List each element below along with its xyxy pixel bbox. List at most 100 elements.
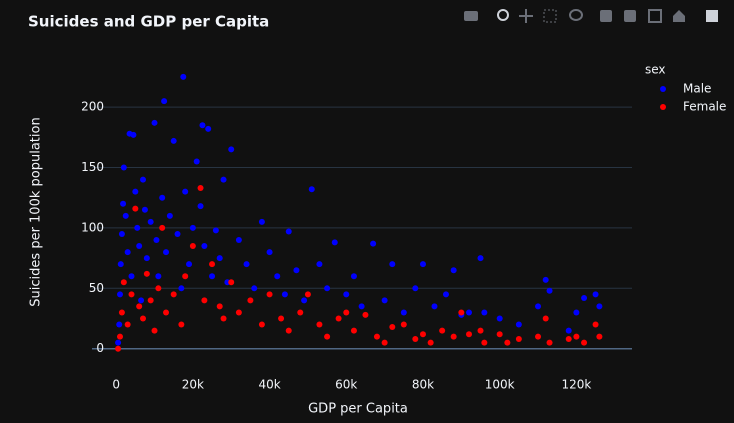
data-point: [163, 309, 170, 316]
data-point: [216, 303, 223, 310]
data-point: [308, 186, 315, 193]
data-point: [189, 243, 196, 250]
data-point: [324, 333, 331, 340]
data-point: [381, 339, 388, 346]
data-point: [170, 291, 177, 298]
legend-marker: [660, 86, 666, 92]
data-point: [466, 331, 473, 338]
x-tick-label: 0: [112, 378, 120, 392]
data-point: [220, 176, 227, 183]
data-point: [316, 321, 323, 328]
zoom-out-icon[interactable]: [624, 10, 636, 22]
data-point: [412, 336, 419, 343]
data-point: [124, 249, 131, 256]
data-point: [581, 339, 588, 346]
autoscale-icon[interactable]: [648, 9, 662, 23]
plotly-logo[interactable]: [706, 10, 718, 22]
data-point: [147, 218, 154, 225]
data-point: [170, 137, 177, 144]
data-point: [128, 291, 135, 298]
x-tick-label: 120k: [561, 378, 591, 392]
data-point: [546, 339, 553, 346]
data-point: [381, 297, 388, 304]
data-point: [199, 122, 206, 129]
data-point: [266, 291, 273, 298]
data-point: [120, 200, 127, 207]
data-point: [324, 285, 331, 292]
data-point: [274, 273, 281, 280]
data-point: [115, 345, 122, 352]
data-point: [116, 333, 123, 340]
data-point: [565, 336, 572, 343]
data-point: [350, 327, 357, 334]
data-point: [343, 309, 350, 316]
data-point: [197, 185, 204, 192]
data-point: [122, 212, 129, 219]
data-point: [285, 228, 292, 235]
data-point: [178, 285, 185, 292]
data-point: [389, 323, 396, 330]
x-tick-label: 80k: [412, 378, 434, 392]
data-point: [147, 297, 154, 304]
zoom-icon[interactable]: [497, 9, 509, 21]
data-point: [565, 327, 572, 334]
data-point: [266, 249, 273, 256]
data-point: [439, 327, 446, 334]
data-point: [370, 240, 377, 247]
data-point: [118, 230, 125, 237]
data-point: [546, 287, 553, 294]
data-point: [343, 291, 350, 298]
data-point: [235, 236, 242, 243]
data-point: [535, 333, 542, 340]
data-point: [132, 205, 139, 212]
data-point: [450, 267, 457, 274]
zoom-in-icon[interactable]: [600, 10, 612, 22]
data-point: [350, 273, 357, 280]
data-point: [132, 188, 139, 195]
data-point: [412, 285, 419, 292]
data-point: [166, 212, 173, 219]
pan-icon[interactable]: [519, 9, 533, 23]
data-point: [535, 303, 542, 310]
data-point: [481, 339, 488, 346]
data-point: [182, 273, 189, 280]
x-tick-label: 60k: [335, 378, 357, 392]
legend-title: sex: [645, 63, 666, 77]
data-point: [220, 315, 227, 322]
data-point: [301, 297, 308, 304]
data-point: [155, 285, 162, 292]
data-point: [293, 267, 300, 274]
data-point: [205, 125, 212, 132]
select-icon[interactable]: [543, 9, 557, 23]
camera-icon[interactable]: [464, 11, 478, 21]
data-point: [258, 218, 265, 225]
data-point: [431, 303, 438, 310]
data-point: [141, 206, 148, 213]
data-point: [143, 270, 150, 277]
data-point: [278, 315, 285, 322]
data-point: [186, 261, 193, 268]
legend-label: Male: [683, 82, 711, 96]
y-tick-label: 0: [96, 341, 104, 355]
data-point: [362, 311, 369, 318]
data-point: [542, 276, 549, 283]
y-tick-label: 100: [81, 220, 104, 234]
modebar[interactable]: [464, 9, 718, 23]
lasso-icon[interactable]: [569, 9, 583, 21]
data-point: [120, 164, 127, 171]
data-point: [573, 333, 580, 340]
data-point: [117, 261, 124, 268]
data-point: [136, 303, 143, 310]
data-point: [120, 279, 127, 286]
data-point: [140, 176, 147, 183]
reset-icon[interactable]: [673, 10, 685, 22]
data-point: [477, 255, 484, 262]
data-point: [504, 339, 511, 346]
data-point: [228, 146, 235, 153]
data-point: [496, 315, 503, 322]
data-point: [515, 336, 522, 343]
data-point: [130, 131, 137, 138]
data-point: [481, 309, 488, 316]
chart-title: Suicides and GDP per Capita: [28, 13, 269, 31]
data-point: [358, 303, 365, 310]
